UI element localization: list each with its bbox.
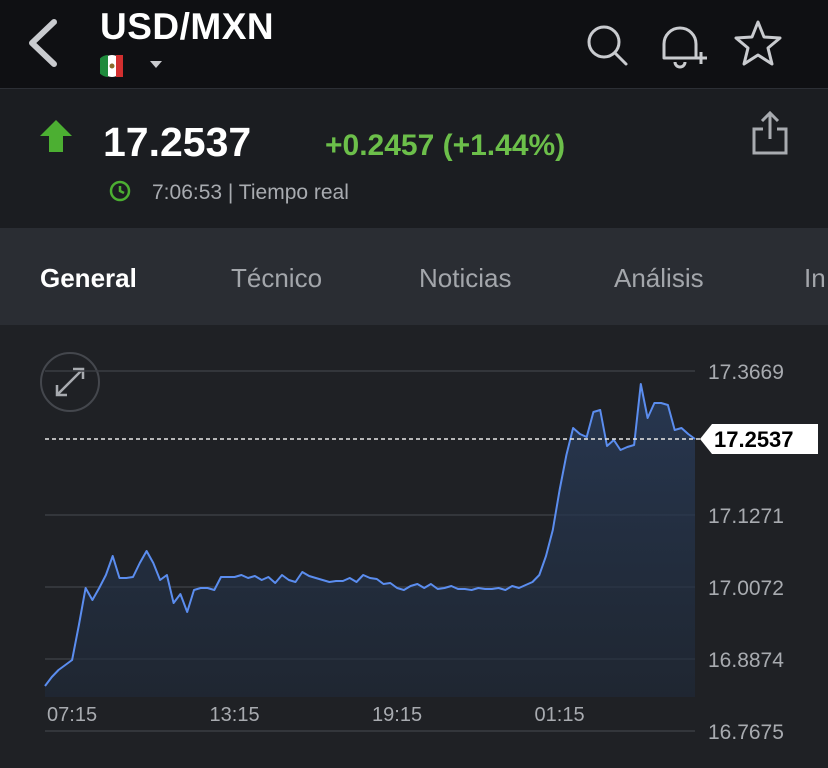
y-tick-label: 16.8874	[708, 649, 784, 672]
title: USD/MXN	[100, 6, 275, 47]
quote-time: 7:06:53 | Tiempo real	[152, 181, 349, 204]
share-icon[interactable]	[750, 109, 790, 157]
expand-button[interactable]	[40, 352, 100, 412]
y-tick-label: 17.0072	[708, 577, 784, 600]
x-tick-label: 19:15	[372, 704, 422, 726]
tab-bar: General Técnico Noticias Análisis In	[0, 228, 828, 325]
quote-panel: 17.2537 +0.2457 (+1.44%) 7:06:53 | Tiemp…	[0, 89, 828, 228]
favorite-icon[interactable]	[734, 20, 782, 66]
price-change: +0.2457 (+1.44%)	[325, 129, 566, 162]
price-chart: 17.3669 17.1271 17.0072 16.8874 16.7675 07:15…	[40, 352, 818, 744]
x-tick-label: 01:15	[535, 704, 585, 726]
current-price-tag	[700, 423, 818, 454]
flag-selector[interactable]	[100, 54, 170, 80]
tab[interactable]: Noticias	[419, 263, 512, 293]
tab[interactable]: Análisis	[614, 263, 704, 293]
tab[interactable]: General	[40, 263, 137, 293]
price: 17.2537	[103, 119, 252, 165]
tab[interactable]: Técnico	[231, 263, 323, 293]
y-tick-label: 17.1271	[708, 505, 784, 528]
y-tick-label: 17.3669	[708, 361, 784, 384]
current-price-label: 17.2537	[714, 427, 794, 452]
alert-icon[interactable]	[662, 26, 707, 69]
top-bar: USD/MXN	[0, 0, 828, 89]
toolbar-icons	[587, 20, 782, 69]
tab[interactable]: In	[804, 263, 826, 293]
y-tick-label: 16.7675	[708, 721, 784, 744]
back-button[interactable]	[22, 18, 62, 68]
clock-icon	[109, 180, 131, 202]
price-line	[44, 383, 696, 687]
area	[45, 384, 695, 697]
x-tick-label: 13:15	[210, 704, 260, 726]
x-tick-label: 07:15	[47, 704, 97, 726]
up-arrow	[40, 120, 72, 152]
search-icon[interactable]	[587, 25, 628, 66]
